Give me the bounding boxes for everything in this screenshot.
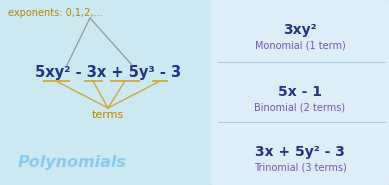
FancyBboxPatch shape: [211, 0, 389, 185]
Text: 5xy² - 3x + 5y³ - 3: 5xy² - 3x + 5y³ - 3: [35, 65, 181, 80]
Text: Monomial (1 term): Monomial (1 term): [255, 40, 345, 50]
Text: 5x - 1: 5x - 1: [278, 85, 322, 99]
Text: 3xy²: 3xy²: [283, 23, 317, 37]
Text: exponents: 0,1,2,...: exponents: 0,1,2,...: [8, 8, 102, 18]
Text: Polynomials: Polynomials: [18, 154, 126, 169]
Text: Trinomial (3 terms): Trinomial (3 terms): [254, 162, 346, 172]
Text: 3x + 5y² - 3: 3x + 5y² - 3: [255, 145, 345, 159]
Text: terms: terms: [92, 110, 124, 120]
Text: Binomial (2 terms): Binomial (2 terms): [254, 102, 345, 112]
